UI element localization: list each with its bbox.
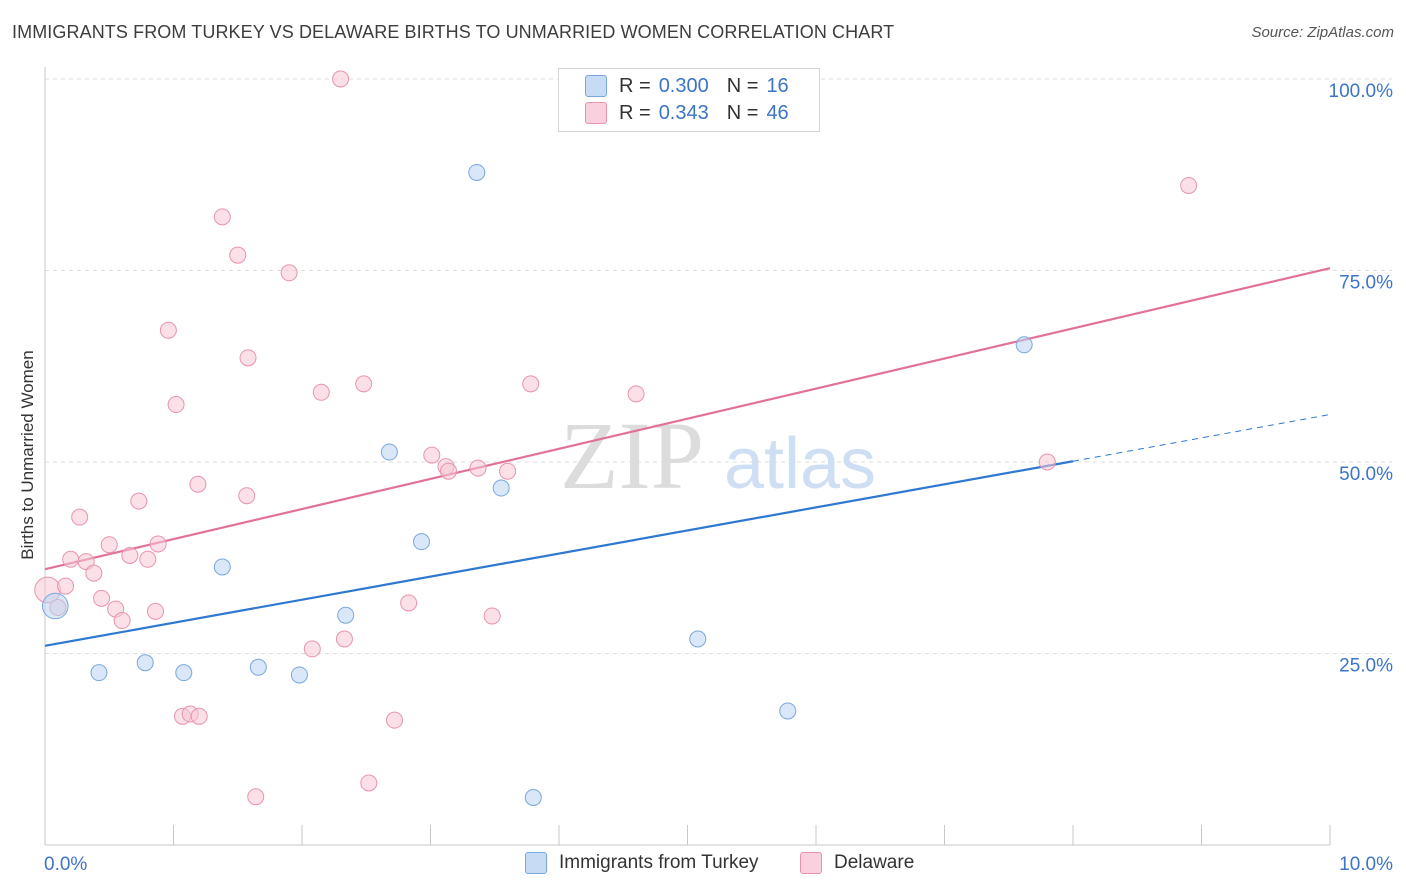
- point-delaware: [190, 707, 208, 725]
- chart-title: IMMIGRANTS FROM TURKEY VS DELAWARE BIRTH…: [12, 22, 895, 42]
- point-delaware: [335, 630, 353, 648]
- legend-row-turkey: R = 0.300 N = 16: [585, 73, 789, 99]
- point-delaware: [423, 446, 441, 464]
- legend-r-value: 0.300: [658, 74, 709, 97]
- point-delaware: [332, 70, 350, 88]
- point-delaware: [93, 589, 111, 607]
- point-turkey: [213, 558, 231, 576]
- point-turkey: [468, 163, 486, 181]
- tick-labels: 25.0% 50.0% 75.0% 100.0% 0.0% 10.0%: [44, 81, 1393, 875]
- point-turkey: [136, 654, 154, 672]
- watermark: ZIP atlas: [560, 402, 876, 509]
- y-tick-label: 50.0%: [1339, 464, 1393, 485]
- series-legend-swatch-delaware: [800, 852, 822, 874]
- point-delaware: [213, 208, 231, 226]
- point-delaware: [303, 640, 321, 658]
- point-delaware: [1038, 453, 1056, 471]
- point-turkey: [492, 479, 510, 497]
- legend-n-label: N =: [726, 74, 759, 97]
- series-legend-swatch-turkey: [525, 852, 547, 874]
- data-points: [34, 70, 1198, 807]
- y-tick-label: 75.0%: [1339, 273, 1393, 294]
- point-delaware: [627, 385, 645, 403]
- y-tick-label: 100.0%: [1329, 81, 1394, 102]
- point-delaware: [167, 396, 185, 414]
- stats-legend: R = 0.300 N = 16 R = 0.343 N = 46: [558, 68, 820, 132]
- legend-r-label: R =: [619, 74, 651, 97]
- point-turkey: [290, 666, 308, 684]
- point-delaware: [238, 487, 256, 505]
- legend-swatch-delaware: [585, 102, 607, 124]
- point-delaware: [139, 550, 157, 568]
- x-tick-label: 10.0%: [1339, 854, 1393, 875]
- point-turkey: [41, 592, 69, 620]
- point-delaware: [62, 550, 80, 568]
- point-turkey: [175, 664, 193, 682]
- series-legend-delaware[interactable]: Delaware: [800, 852, 914, 874]
- trend-line-delaware: [44, 267, 1331, 571]
- point-turkey: [689, 630, 707, 648]
- point-delaware: [113, 612, 131, 630]
- legend-n-label: N =: [726, 101, 759, 124]
- point-delaware: [400, 594, 418, 612]
- point-delaware: [469, 459, 487, 477]
- point-delaware: [483, 607, 501, 625]
- point-delaware: [522, 375, 540, 393]
- point-turkey: [524, 789, 542, 807]
- legend-r-label: R =: [619, 101, 651, 124]
- point-delaware: [100, 536, 118, 554]
- source-label: Source: ZipAtlas.com: [1251, 24, 1394, 41]
- point-delaware: [130, 492, 148, 510]
- series-legend-turkey[interactable]: Immigrants from Turkey: [525, 852, 759, 874]
- legend-n-value: 46: [766, 101, 789, 124]
- trend-lines: [44, 267, 1331, 647]
- watermark-atlas: atlas: [724, 424, 876, 504]
- point-delaware: [499, 462, 517, 480]
- point-delaware: [1180, 176, 1198, 194]
- point-turkey: [249, 658, 267, 676]
- trend-line-turkey-extension: [1072, 414, 1331, 462]
- point-turkey: [413, 533, 431, 551]
- point-turkey: [779, 702, 797, 720]
- point-delaware: [280, 264, 298, 282]
- point-turkey: [1015, 336, 1033, 354]
- point-delaware: [149, 535, 167, 553]
- point-delaware: [85, 564, 103, 582]
- series-legend: Immigrants from Turkey Delaware: [0, 852, 1406, 878]
- point-turkey: [90, 664, 108, 682]
- point-delaware: [57, 577, 75, 595]
- point-delaware: [121, 546, 139, 564]
- point-delaware: [360, 774, 378, 792]
- legend-r-value: 0.343: [658, 101, 709, 124]
- point-delaware: [159, 321, 177, 339]
- axes: [44, 67, 1331, 846]
- legend-swatch-turkey: [585, 75, 607, 97]
- point-delaware: [239, 349, 257, 367]
- trend-line-turkey: [44, 460, 1074, 647]
- legend-row-delaware: R = 0.343 N = 46: [585, 100, 789, 126]
- point-delaware: [189, 475, 207, 493]
- x-tick-label: 0.0%: [44, 854, 87, 875]
- point-turkey: [380, 443, 398, 461]
- series-legend-label-delaware: Delaware: [834, 852, 915, 873]
- point-turkey: [337, 606, 355, 624]
- point-delaware: [71, 508, 89, 526]
- point-delaware: [439, 462, 457, 480]
- y-tick-label: 25.0%: [1339, 656, 1393, 677]
- point-delaware: [229, 246, 247, 264]
- point-delaware: [312, 383, 330, 401]
- series-legend-label-turkey: Immigrants from Turkey: [559, 852, 759, 873]
- point-delaware: [147, 602, 165, 620]
- grid-lines: [45, 78, 1392, 654]
- point-delaware: [247, 788, 265, 806]
- watermark-zip: ZIP: [560, 402, 704, 509]
- point-delaware: [355, 375, 373, 393]
- legend-n-value: 16: [766, 74, 789, 97]
- point-delaware: [386, 711, 404, 729]
